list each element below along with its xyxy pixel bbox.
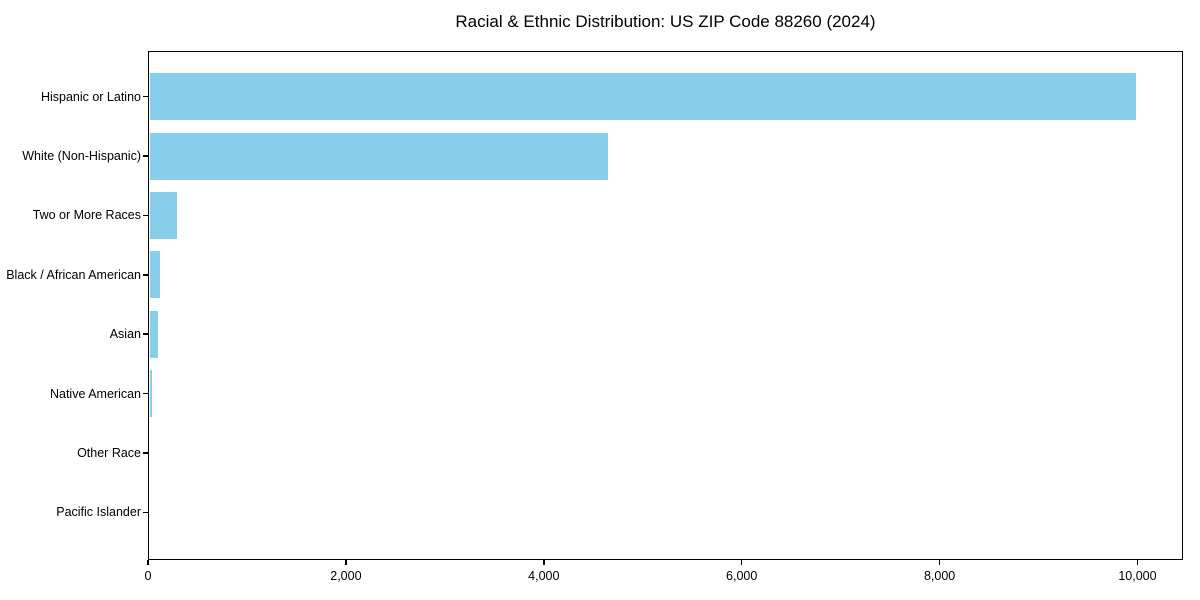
bar: [149, 370, 152, 418]
y-axis-tick-mark: [143, 274, 148, 276]
y-tick-label: Other Race: [77, 445, 141, 460]
x-axis-tick-mark: [1136, 560, 1139, 565]
x-tick-label: 0: [144, 569, 152, 583]
bar: [149, 310, 159, 358]
bar: [149, 73, 1136, 121]
x-axis-tick-mark: [147, 560, 149, 565]
x-tick-label: 6,000: [726, 569, 758, 583]
bar: [149, 132, 609, 180]
x-tick-label: 10,000: [1118, 569, 1157, 583]
x-tick-label: 8,000: [923, 569, 956, 583]
bar: [149, 251, 161, 299]
x-axis-tick-mark: [345, 560, 347, 565]
y-tick-label: Pacific Islander: [56, 505, 141, 520]
y-tick-label: Hispanic or Latino: [40, 89, 141, 104]
x-axis-tick-mark: [938, 560, 941, 565]
y-tick-label: Asian: [109, 327, 141, 342]
x-tick-label: 2,000: [330, 569, 362, 583]
x-axis-tick-mark: [543, 560, 545, 565]
y-axis-tick-mark: [143, 333, 148, 335]
plot-area: [148, 51, 1183, 560]
chart-title: Racial & Ethnic Distribution: US ZIP Cod…: [455, 12, 876, 31]
y-tick-label: Black / African American: [6, 267, 141, 282]
y-tick-label: Two or More Races: [32, 208, 141, 223]
y-tick-label: White (Non-Hispanic): [22, 149, 141, 164]
y-tick-label: Native American: [49, 386, 141, 401]
y-axis-tick-mark: [143, 392, 148, 395]
y-axis-tick-mark: [143, 155, 148, 157]
y-axis-tick-mark: [143, 452, 148, 454]
bar: [149, 191, 178, 239]
x-axis-tick-mark: [740, 560, 743, 565]
y-axis-tick-mark: [143, 511, 148, 514]
y-axis-tick-mark: [143, 95, 148, 98]
x-tick-label: 4,000: [528, 569, 560, 583]
y-axis-tick-mark: [143, 214, 148, 217]
